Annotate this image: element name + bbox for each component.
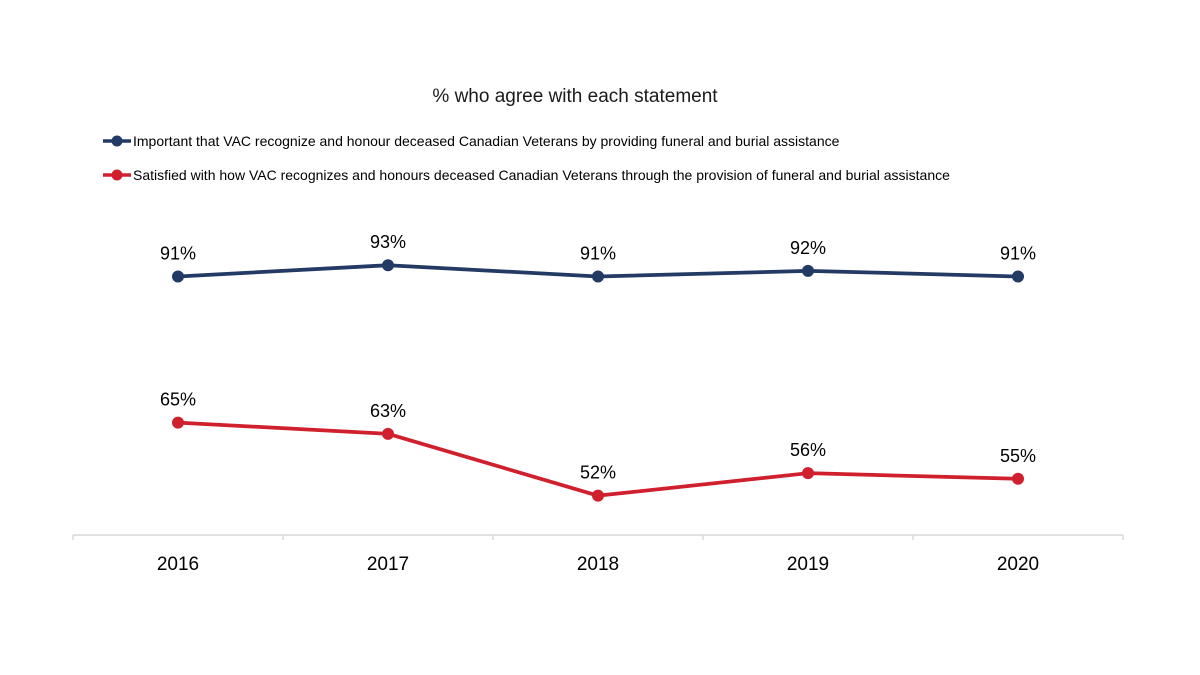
data-label: 55%	[1000, 446, 1036, 466]
chart-title: % who agree with each statement	[432, 86, 718, 107]
data-point[interactable]	[1012, 472, 1024, 485]
data-point[interactable]	[592, 489, 604, 502]
data-point[interactable]	[382, 259, 394, 272]
data-point[interactable]	[172, 270, 184, 283]
data-label: 91%	[160, 243, 196, 263]
data-point[interactable]	[802, 264, 814, 277]
legend-label-series-0: Important that VAC recognize and honour …	[133, 133, 840, 149]
x-axis-label: 2018	[577, 554, 619, 575]
data-label: 52%	[580, 463, 616, 483]
legend: Important that VAC recognize and honour …	[103, 133, 950, 183]
data-label: 91%	[580, 243, 616, 263]
data-point[interactable]	[382, 427, 394, 440]
data-label: 56%	[790, 440, 826, 460]
data-point[interactable]	[1012, 270, 1024, 283]
legend-item[interactable]: Important that VAC recognize and honour …	[103, 133, 950, 149]
data-label: 91%	[1000, 243, 1036, 263]
legend-dot	[111, 135, 123, 147]
line-marker-icon	[103, 169, 131, 181]
data-point[interactable]	[172, 416, 184, 429]
data-label: 65%	[160, 390, 196, 410]
legend-item[interactable]: Satisfied with how VAC recognizes and ho…	[103, 167, 950, 183]
line-marker-icon	[103, 135, 131, 147]
x-axis-label: 2017	[367, 554, 409, 575]
x-axis-label: 2019	[787, 554, 829, 575]
x-axis-label: 2016	[157, 554, 199, 575]
x-axis-label: 2020	[997, 554, 1039, 575]
legend-label-series-1: Satisfied with how VAC recognizes and ho…	[133, 167, 950, 183]
data-point[interactable]	[802, 467, 814, 480]
data-point[interactable]	[592, 270, 604, 283]
data-label: 92%	[790, 238, 826, 258]
series-line-1	[176, 420, 1020, 498]
data-label: 63%	[370, 401, 406, 421]
data-label: 93%	[370, 232, 406, 252]
legend-dot	[111, 169, 123, 181]
